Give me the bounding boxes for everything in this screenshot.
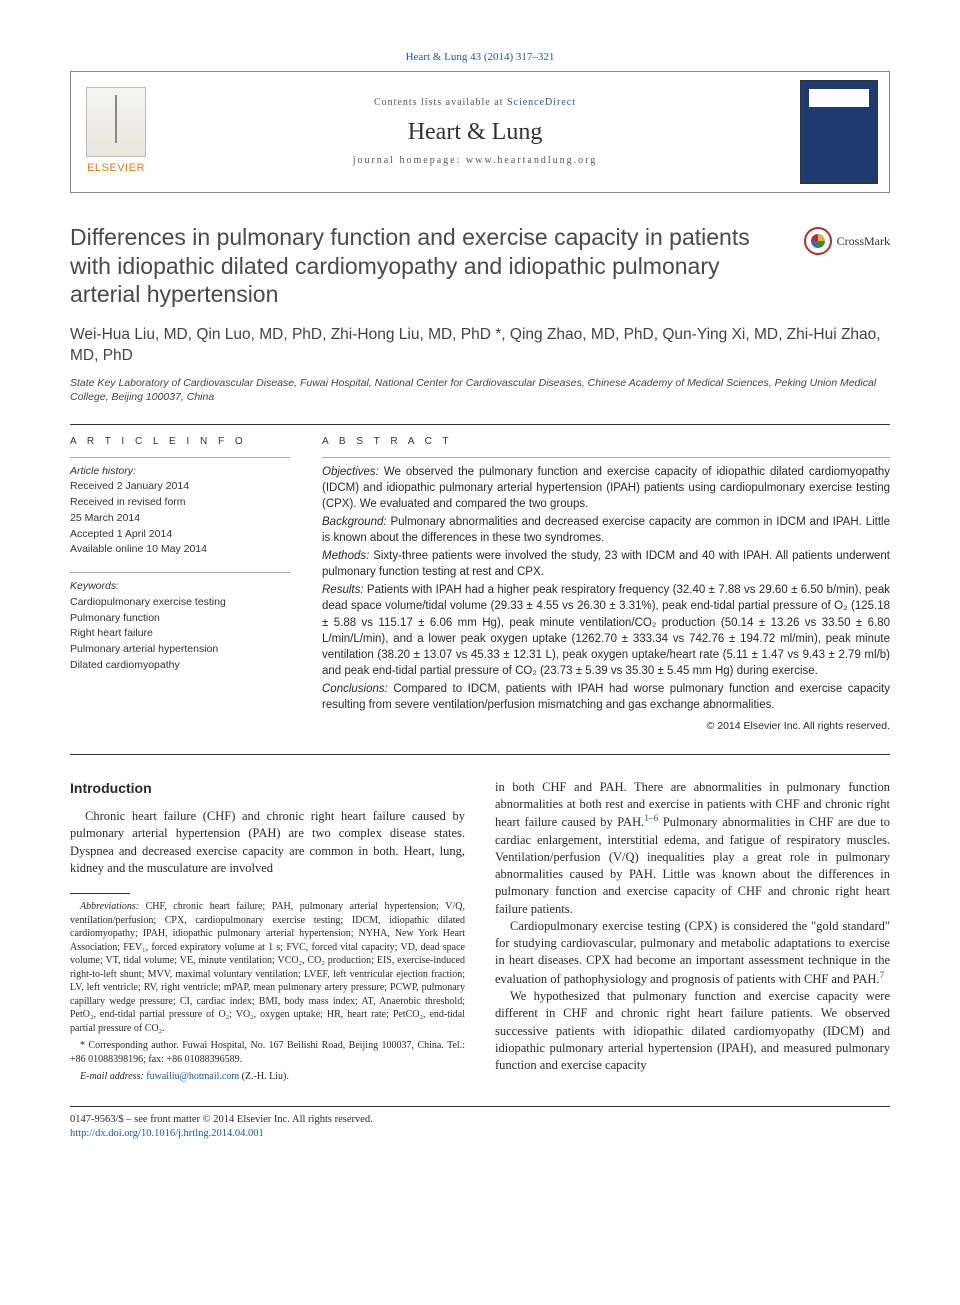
citation-ref-link[interactable]: 7 <box>880 971 885 981</box>
crossmark-badge[interactable]: CrossMark <box>804 227 890 255</box>
divider <box>70 424 890 425</box>
homepage-prefix: journal homepage: <box>353 155 466 166</box>
corresponding-label: * Corresponding author. <box>80 1040 179 1051</box>
abstract-section-text: Pulmonary abnormalities and decreased ex… <box>322 516 890 544</box>
citation-line: Heart & Lung 43 (2014) 317–321 <box>70 50 890 65</box>
keyword: Pulmonary arterial hypertension <box>70 642 290 658</box>
journal-name: Heart & Lung <box>165 116 785 148</box>
history-item: Available online 10 May 2014 <box>70 542 290 558</box>
body-paragraph: We hypothesized that pulmonary function … <box>495 988 890 1074</box>
history-item: Accepted 1 April 2014 <box>70 527 290 543</box>
journal-header: ELSEVIER Contents lists available at Sci… <box>70 71 890 193</box>
divider <box>70 754 890 755</box>
contents-prefix: Contents lists available at <box>374 97 507 108</box>
keyword: Dilated cardiomyopathy <box>70 658 290 674</box>
keyword: Pulmonary function <box>70 611 290 627</box>
elsevier-logo: ELSEVIER <box>71 72 161 192</box>
sciencedirect-link[interactable]: ScienceDirect <box>507 97 576 108</box>
keywords-label: Keywords: <box>70 579 290 595</box>
email-label: E-mail address: <box>80 1071 144 1082</box>
abstract-section-label: Conclusions: <box>322 683 388 695</box>
body-text: Pulmonary abnormalities in CHF are due t… <box>495 815 890 915</box>
history-item: Received in revised form <box>70 495 290 511</box>
abstract-section-label: Background: <box>322 516 387 528</box>
keyword: Cardiopulmonary exercise testing <box>70 595 290 611</box>
email-author: (Z.-H. Liu). <box>239 1071 289 1082</box>
affiliation: State Key Laboratory of Cardiovascular D… <box>70 377 890 404</box>
body-paragraph: in both CHF and PAH. There are abnormali… <box>495 779 890 918</box>
issn-line: 0147-9563/$ – see front matter © 2014 El… <box>70 1113 890 1128</box>
elsevier-tree-icon <box>86 87 146 157</box>
article-history-label: Article history: <box>70 464 290 480</box>
abstract-body: Objectives: We observed the pulmonary fu… <box>322 457 890 734</box>
body-paragraph: Cardiopulmonary exercise testing (CPX) i… <box>495 918 890 988</box>
authors-list: Wei-Hua Liu, MD, Qin Luo, MD, PhD, Zhi-H… <box>70 325 890 367</box>
crossmark-label: CrossMark <box>837 233 890 249</box>
abstract-section-text: Compared to IDCM, patients with IPAH had… <box>322 683 890 711</box>
article-info-heading: A R T I C L E I N F O <box>70 435 290 449</box>
doi-link[interactable]: http://dx.doi.org/10.1016/j.hrtlng.2014.… <box>70 1128 264 1139</box>
article-title: Differences in pulmonary function and ex… <box>70 223 792 309</box>
abstract-section-text: We observed the pulmonary function and e… <box>322 466 890 510</box>
history-item: Received 2 January 2014 <box>70 479 290 495</box>
homepage-url[interactable]: www.heartandlung.org <box>466 155 597 166</box>
abstract-section-label: Results: <box>322 584 364 596</box>
abstract-copyright: © 2014 Elsevier Inc. All rights reserved… <box>322 719 890 734</box>
corresponding-email-link[interactable]: fuwailiu@hotmail.com <box>144 1071 239 1082</box>
citation-ref-link[interactable]: 1–6 <box>644 814 658 824</box>
elsevier-wordmark: ELSEVIER <box>87 161 145 176</box>
body-paragraph: Chronic heart failure (CHF) and chronic … <box>70 808 465 877</box>
journal-cover-thumb <box>789 72 889 192</box>
contents-list-line: Contents lists available at ScienceDirec… <box>165 96 785 110</box>
section-heading-introduction: Introduction <box>70 779 465 798</box>
abstract-section-label: Objectives: <box>322 466 379 478</box>
footnote-divider <box>70 893 130 894</box>
footnotes: Abbreviations: CHF, chronic heart failur… <box>70 900 465 1084</box>
abstract-section-text: Patients with IPAH had a higher peak res… <box>322 584 890 676</box>
history-item: 25 March 2014 <box>70 511 290 527</box>
page-footer: 0147-9563/$ – see front matter © 2014 El… <box>70 1113 890 1142</box>
footer-divider <box>70 1106 890 1107</box>
cover-image <box>800 80 878 184</box>
abbrev-label: Abbreviations: <box>80 901 139 912</box>
abstract-section-label: Methods: <box>322 550 369 562</box>
abstract-section-text: Sixty-three patients were involved the s… <box>322 550 890 578</box>
journal-homepage: journal homepage: www.heartandlung.org <box>165 154 785 168</box>
abstract-heading: A B S T R A C T <box>322 435 890 449</box>
keyword: Right heart failure <box>70 626 290 642</box>
crossmark-icon <box>804 227 832 255</box>
abbrev-text: CHF, chronic heart failure; PAH, pulmona… <box>70 901 465 1034</box>
body-text: Cardiopulmonary exercise testing (CPX) i… <box>495 919 890 986</box>
